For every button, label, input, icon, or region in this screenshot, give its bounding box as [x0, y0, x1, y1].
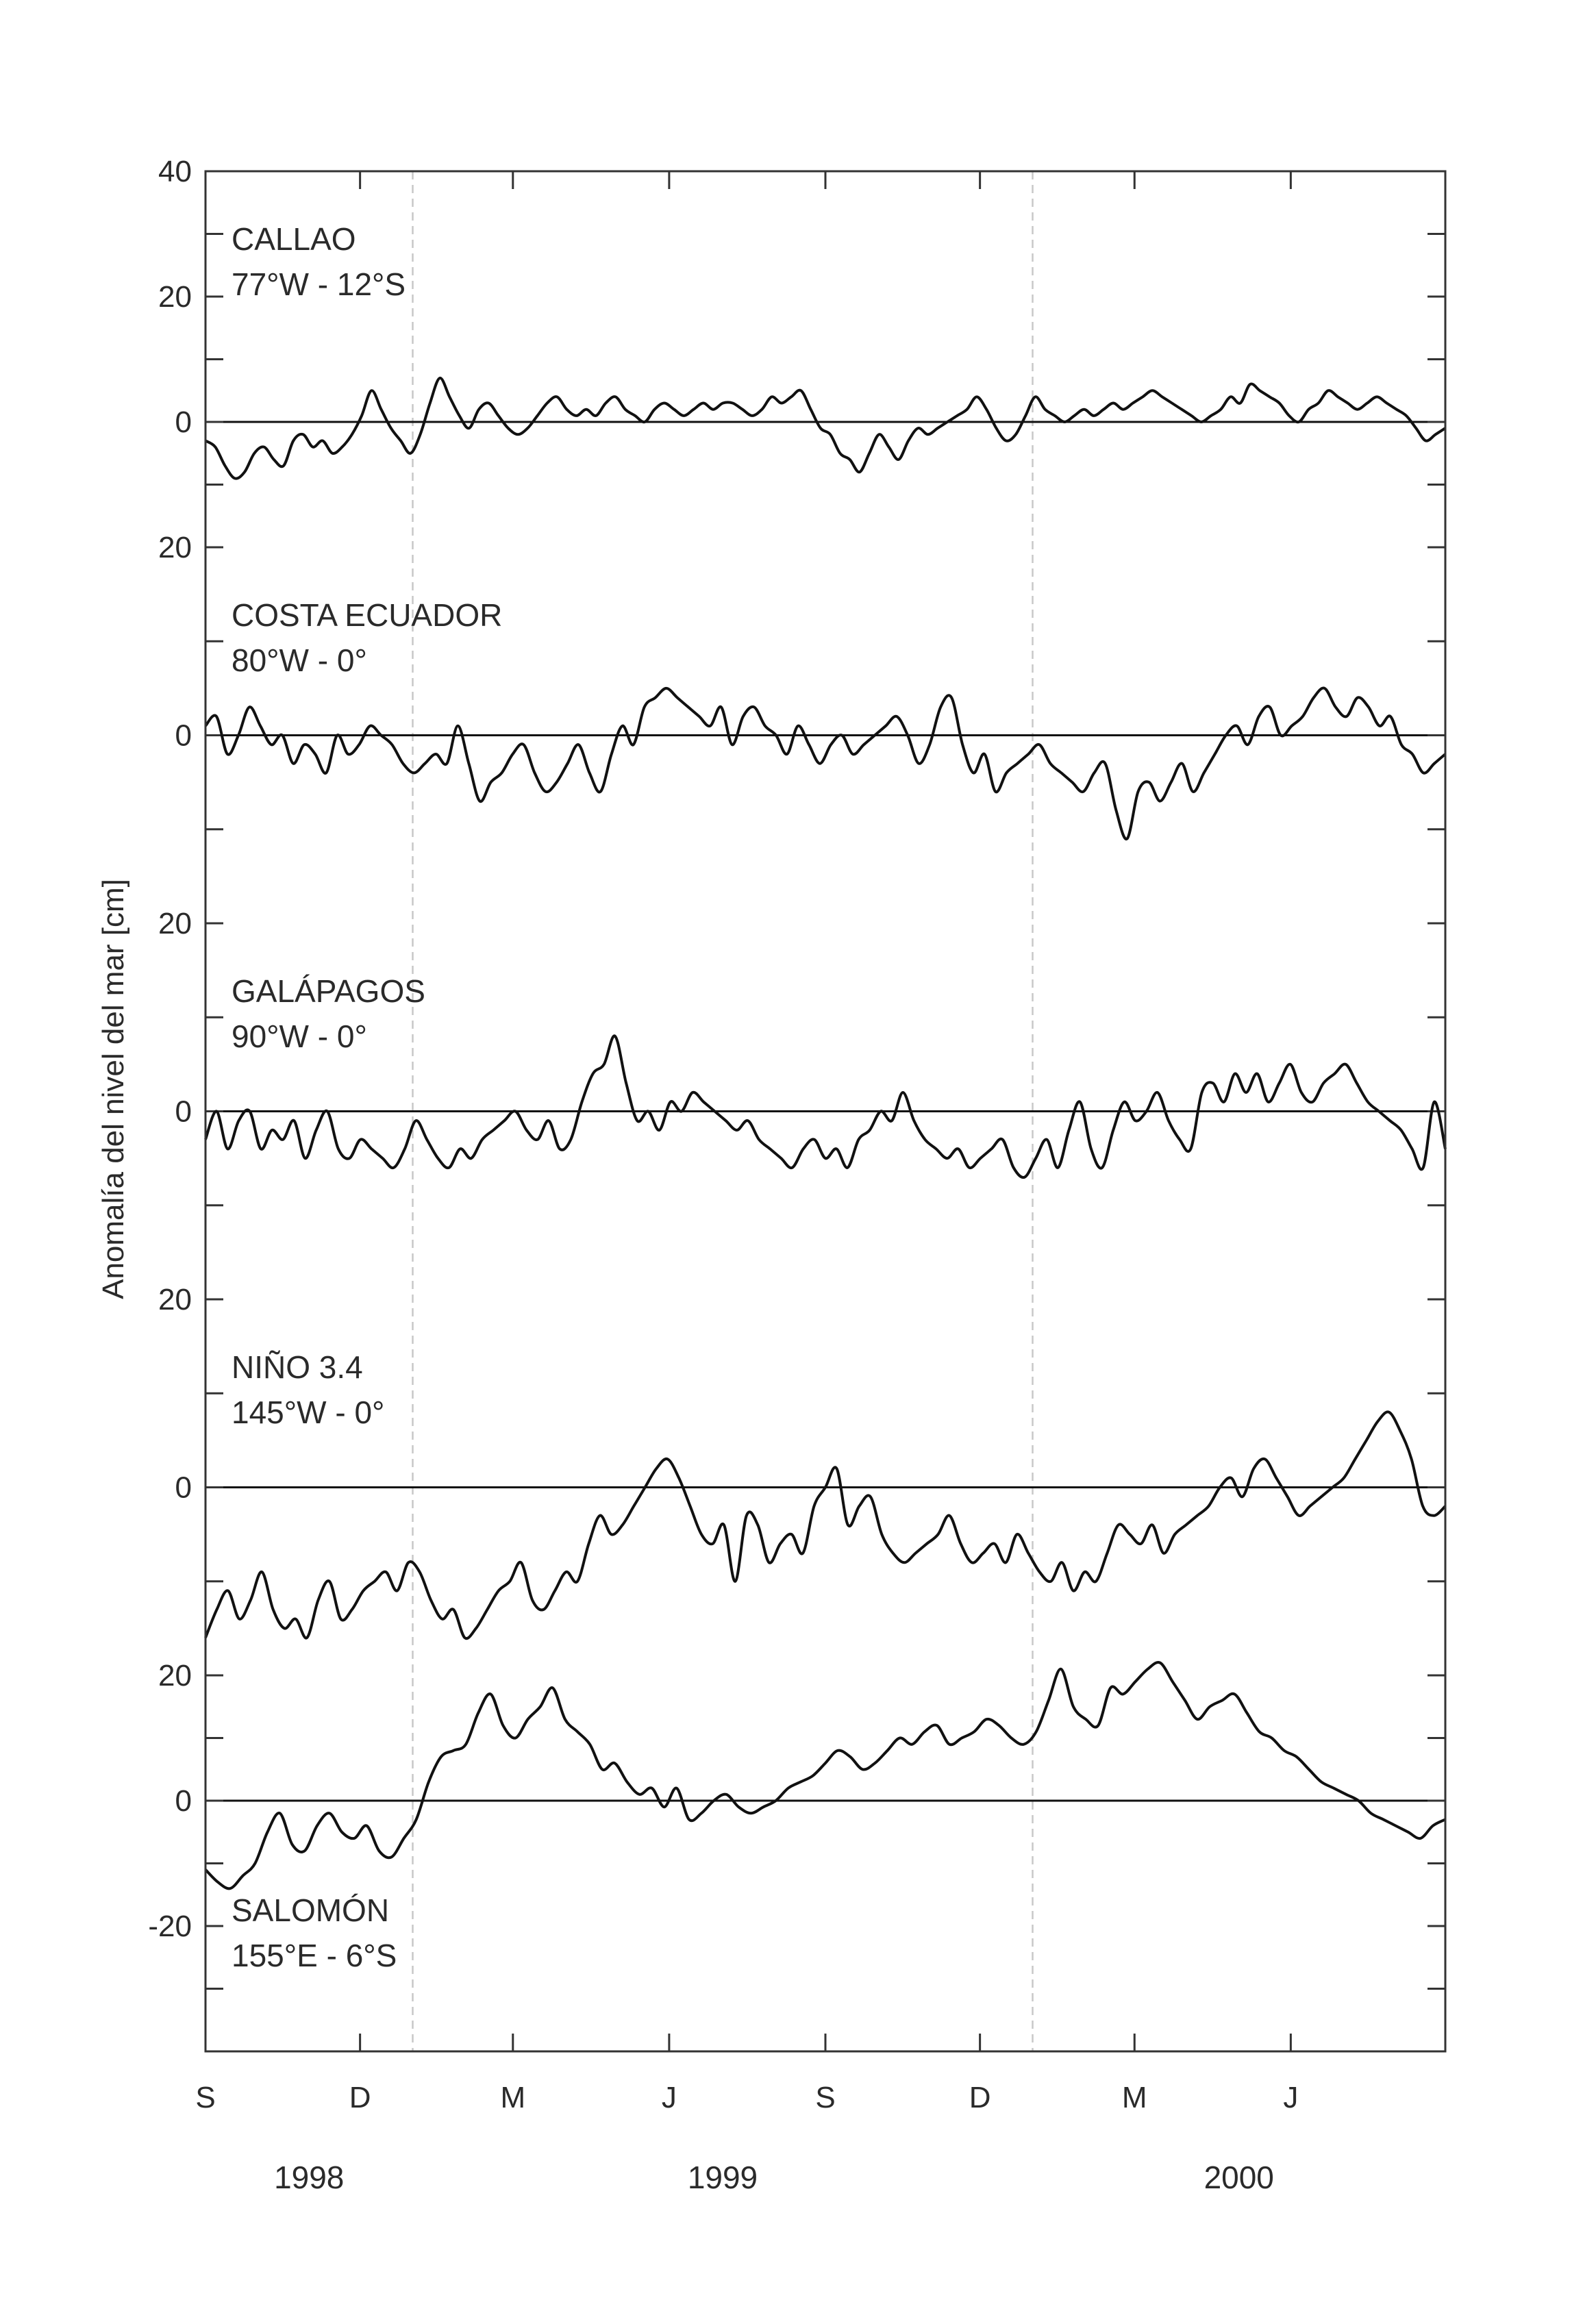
panel-name: SALOMÓN — [232, 1892, 389, 1928]
series-line-0 — [204, 377, 1447, 480]
panel-3: 0 20 NIÑO 3.4 145°W - 0° — [158, 1283, 1447, 1640]
panels: 0 20 40 CALLAO 77°W - 12°S 0 20 COSTA ECUADOR 80… — [148, 155, 1447, 1990]
panel-0: 0 20 40 CALLAO 77°W - 12°S — [158, 155, 1447, 486]
panel-4: -20 0 20 SALOMÓN 155°E - 6°S — [148, 1659, 1446, 1990]
series-line-4 — [204, 1661, 1446, 1890]
x-tick-label: D — [969, 2081, 991, 2114]
y-tick-label: 20 — [158, 531, 192, 564]
panel-1: 0 20 COSTA ECUADOR 80°W - 0° — [158, 531, 1447, 840]
x-axis: S D M J S D M J 1998 1999 2000 — [195, 171, 1298, 2195]
panel-name: COSTA ECUADOR — [232, 597, 502, 633]
x-tick-label: J — [1283, 2081, 1298, 2114]
x-tick-label: J — [662, 2081, 677, 2114]
series-line-1 — [204, 686, 1447, 840]
panel-location: 90°W - 0° — [232, 1018, 367, 1054]
panel-location: 145°W - 0° — [232, 1395, 384, 1430]
x-tick-label: S — [195, 2081, 215, 2114]
y-tick-label: 20 — [158, 280, 192, 314]
y-tick-label: 0 — [175, 1471, 192, 1505]
x-tick-label: M — [500, 2081, 525, 2114]
series-line-2 — [204, 1034, 1447, 1179]
y-tick-label: 20 — [158, 1283, 192, 1316]
year-label: 1998 — [274, 2160, 344, 2195]
year-label: 1999 — [688, 2160, 758, 2195]
series-line-3 — [204, 1410, 1447, 1640]
panel-name: NIÑO 3.4 — [232, 1349, 363, 1385]
y-axis-title: Anomalía del nivel del mar [cm] — [97, 879, 130, 1299]
panel-name: CALLAO — [232, 221, 356, 257]
y-tick-label: 20 — [158, 907, 192, 940]
y-tick-label: -20 — [148, 1910, 192, 1943]
y-tick-label: 40 — [158, 155, 192, 188]
x-tick-label: D — [349, 2081, 371, 2114]
y-tick-label: 20 — [158, 1659, 192, 1692]
x-tick-label: M — [1122, 2081, 1147, 2114]
panel-location: 155°E - 6°S — [232, 1938, 397, 1973]
y-tick-label: 0 — [175, 405, 192, 439]
year-label: 2000 — [1204, 2160, 1274, 2195]
panel-name: GALÁPAGOS — [232, 973, 425, 1009]
y-tick-label: 0 — [175, 719, 192, 753]
panel-location: 77°W - 12°S — [232, 266, 406, 302]
y-tick-label: 0 — [175, 1784, 192, 1818]
x-tick-label: S — [815, 2081, 835, 2114]
y-tick-label: 0 — [175, 1095, 192, 1129]
panel-location: 80°W - 0° — [232, 642, 367, 678]
panel-2: 0 20 GALÁPAGOS 90°W - 0° — [158, 907, 1447, 1207]
